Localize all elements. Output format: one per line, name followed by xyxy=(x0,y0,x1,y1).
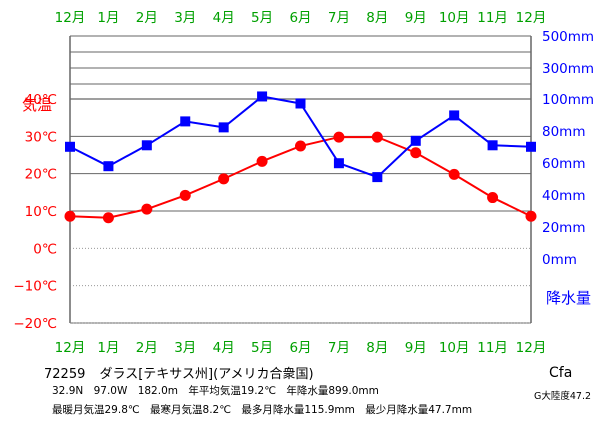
precipitation-point xyxy=(65,141,75,152)
precipitation-point xyxy=(103,161,114,172)
temperature-tick-label: −10℃ xyxy=(13,279,57,295)
month-label: 7月 xyxy=(328,340,350,356)
precipitation-tick-label: 500mm xyxy=(542,29,594,45)
precipitation-point xyxy=(372,172,383,183)
month-label: 5月 xyxy=(251,10,273,26)
month-label: 4月 xyxy=(213,10,235,26)
temperature-point xyxy=(371,131,383,143)
temperature-point xyxy=(448,168,460,180)
temperature-tick-label: 0℃ xyxy=(33,241,57,257)
warmest-month: 最暖月気温29.8℃ xyxy=(52,404,140,416)
elevation: 182.0m xyxy=(137,385,178,397)
temperature-point xyxy=(256,155,268,167)
month-label: 6月 xyxy=(289,10,311,26)
month-labels-bottom: 12月 1月 2月 3月 4月 5月 6月 7月 8月 9月 10月 11月 12月 xyxy=(55,340,547,356)
temperature-tick-label: 20℃ xyxy=(25,167,57,183)
station-id: 72259 xyxy=(44,367,86,382)
precipitation-point xyxy=(180,116,191,127)
precipitation-point xyxy=(487,140,498,151)
temperature-series xyxy=(64,131,537,224)
coldest-month: 最寒月気温8.2℃ xyxy=(150,404,232,416)
precipitation-tick-label: 20mm xyxy=(542,220,585,236)
month-labels-top: 12月 1月 2月 3月 4月 5月 6月 7月 8月 9月 10月 11月 12月 xyxy=(55,10,547,26)
precipitation-tick-label: 40mm xyxy=(542,188,585,204)
month-label: 4月 xyxy=(213,340,235,356)
month-label: 1月 xyxy=(97,340,119,356)
temperature-point xyxy=(218,173,230,185)
precipitation-point xyxy=(257,91,268,102)
temperature-point xyxy=(179,189,191,201)
temperature-point xyxy=(333,131,345,143)
temperature-point xyxy=(64,210,76,222)
month-label: 2月 xyxy=(136,10,158,26)
month-label: 12月 xyxy=(55,10,86,26)
driest-month: 最少月降水量47.7mm xyxy=(365,404,473,416)
climate-chart: 12月 1月 2月 3月 4月 5月 6月 7月 8月 9月 10月 11月 12月 12月 1月 2月 3月… xyxy=(13,10,594,356)
precipitation-point xyxy=(141,140,152,151)
month-label: 8月 xyxy=(366,10,388,26)
annual-mean-temp: 年平均気温19.2℃ xyxy=(188,385,276,397)
longitude: 97.0W xyxy=(93,385,128,397)
annual-precip: 年降水量899.0mm xyxy=(286,385,379,397)
month-label: 3月 xyxy=(174,10,196,26)
temperature-point xyxy=(487,192,499,204)
temperature-axis-title: 気温 xyxy=(22,96,52,114)
precipitation-tick-label: 80mm xyxy=(542,124,585,140)
month-label: 12月 xyxy=(55,340,86,356)
month-label: 8月 xyxy=(366,340,388,356)
precipitation-tick-label: 300mm xyxy=(542,61,594,77)
summary-line-2: 最暖月気温29.8℃ 最寒月気温8.2℃ 最多月降水量115.9mm 最少月降水… xyxy=(52,402,479,417)
continentality: G大陸度47.2 xyxy=(534,391,592,402)
temperature-ticks: 40℃ 30℃ 20℃ 10℃ 0℃ −10℃ −20℃ xyxy=(13,92,57,332)
month-label: 9月 xyxy=(405,340,427,356)
precipitation-ticks: 500mm 300mm 100mm 80mm 60mm 40mm 20mm 0mm xyxy=(542,29,594,268)
precipitation-point xyxy=(295,98,306,109)
month-label: 10月 xyxy=(439,340,470,356)
month-label: 9月 xyxy=(405,10,427,26)
precipitation-tick-label: 60mm xyxy=(542,156,585,172)
month-label: 1月 xyxy=(97,10,119,26)
temperature-tick-label: −20℃ xyxy=(13,316,57,332)
temperature-tick-label: 40℃ xyxy=(25,92,57,108)
station-name: ダラス[テキサス州](アメリカ合衆国) xyxy=(99,367,314,382)
precipitation-point xyxy=(218,122,229,133)
month-label: 11月 xyxy=(477,10,508,26)
wettest-month: 最多月降水量115.9mm xyxy=(241,404,355,416)
temperature-point xyxy=(102,212,114,224)
temperature-point xyxy=(525,210,537,222)
precipitation-point xyxy=(333,158,344,169)
precipitation-tick-label: 0mm xyxy=(542,252,577,268)
month-label: 12月 xyxy=(516,10,547,26)
month-label: 12月 xyxy=(516,340,547,356)
temperature-tick-label: 30℃ xyxy=(25,129,57,145)
precipitation-series xyxy=(65,91,536,183)
precipitation-tick-label: 100mm xyxy=(542,92,594,108)
precipitation-point xyxy=(410,135,421,146)
month-label: 2月 xyxy=(136,340,158,356)
temperature-point xyxy=(295,140,306,152)
month-label: 5月 xyxy=(251,340,273,356)
precipitation-point xyxy=(449,110,460,121)
summary-line-1: 32.9N 97.0W 182.0m 年平均気温19.2℃ 年降水量899.0m… xyxy=(52,383,386,398)
station-line: 72259 ダラス[テキサス州](アメリカ合衆国) xyxy=(44,363,324,382)
temperature-tick-label: 10℃ xyxy=(25,204,57,220)
month-label: 7月 xyxy=(328,10,350,26)
month-label: 11月 xyxy=(477,340,508,356)
latitude: 32.9N xyxy=(52,385,84,397)
precipitation-point xyxy=(526,141,536,152)
precipitation-axis-title: 降水量 xyxy=(546,289,591,307)
temperature-point xyxy=(141,203,153,215)
month-label: 6月 xyxy=(289,340,311,356)
month-label: 10月 xyxy=(439,10,470,26)
climate-class: Cfa xyxy=(549,365,573,381)
month-label: 3月 xyxy=(174,340,196,356)
temperature-point xyxy=(410,147,422,159)
